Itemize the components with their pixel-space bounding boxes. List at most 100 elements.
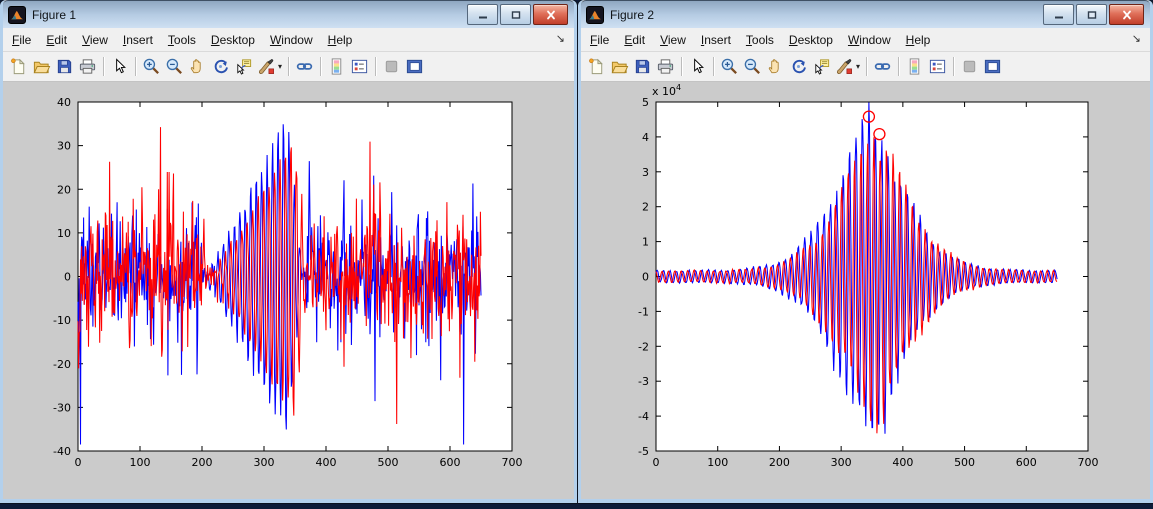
- toolbar-separator: [135, 57, 136, 76]
- y-tick-label: -1: [638, 305, 649, 318]
- y-tick-label: 2: [642, 201, 649, 214]
- new-figure-button[interactable]: [7, 55, 30, 78]
- y-tick-label: 3: [642, 166, 649, 179]
- rotate-3d-button[interactable]: [209, 55, 232, 78]
- menu-file[interactable]: File: [590, 33, 609, 47]
- insert-colorbar-button[interactable]: [903, 55, 926, 78]
- y-tick-label: -4: [638, 410, 649, 423]
- titlebar[interactable]: Figure 2: [581, 0, 1150, 28]
- data-cursor-button[interactable]: [810, 55, 833, 78]
- save-figure-button[interactable]: [631, 55, 654, 78]
- toolbar-separator: [681, 57, 682, 76]
- brush-dropdown-caret-icon[interactable]: ▾: [854, 62, 862, 71]
- matlab-icon: [586, 6, 604, 24]
- y-tick-label: -2: [638, 340, 649, 353]
- minimize-button[interactable]: [467, 4, 498, 25]
- toolbar-separator: [320, 57, 321, 76]
- y-tick-label: -20: [53, 358, 71, 371]
- brush-button[interactable]: [833, 55, 856, 78]
- link-plots-button[interactable]: [871, 55, 894, 78]
- rotate-3d-button[interactable]: [787, 55, 810, 78]
- figure-window-2: Figure 2 File Edit View Insert Tools Desktop W…: [578, 0, 1153, 503]
- arrow-cursor-button[interactable]: [686, 55, 709, 78]
- plot-axes[interactable]: 0100200300400500600700-5-4-3-2-1012345x …: [581, 82, 1150, 499]
- print-figure-button[interactable]: [654, 55, 677, 78]
- menu-bar: File Edit View Insert Tools Desktop Window Help…: [3, 28, 574, 52]
- menu-desktop[interactable]: Desktop: [211, 33, 255, 47]
- menu-edit[interactable]: Edit: [46, 33, 67, 47]
- close-button[interactable]: [1109, 4, 1144, 25]
- x-tick-label: 500: [378, 456, 399, 469]
- brush-dropdown-caret-icon[interactable]: ▾: [276, 62, 284, 71]
- menu-desktop[interactable]: Desktop: [789, 33, 833, 47]
- menu-tools[interactable]: Tools: [168, 33, 196, 47]
- plot-axes[interactable]: 0100200300400500600700-40-30-20-10010203…: [3, 82, 574, 499]
- arrow-cursor-button[interactable]: [108, 55, 131, 78]
- x-tick-label: 400: [892, 456, 913, 469]
- x-tick-label: 100: [130, 456, 151, 469]
- menu-window[interactable]: Window: [270, 33, 313, 47]
- toolbar-separator: [898, 57, 899, 76]
- dock-figure-arrow-icon[interactable]: ↘: [1132, 32, 1141, 45]
- menu-view[interactable]: View: [660, 33, 686, 47]
- figure-canvas[interactable]: 0100200300400500600700-40-30-20-10010203…: [3, 82, 574, 499]
- show-plot-tools-button[interactable]: [981, 55, 1004, 78]
- menu-insert[interactable]: Insert: [123, 33, 153, 47]
- y-tick-label: 0: [642, 271, 649, 284]
- insert-colorbar-button[interactable]: [325, 55, 348, 78]
- hide-plot-tools-button: [380, 55, 403, 78]
- y-tick-label: 1: [642, 236, 649, 249]
- toolbar-separator: [713, 57, 714, 76]
- insert-legend-button[interactable]: [926, 55, 949, 78]
- toolbar: ▾: [3, 52, 574, 82]
- menu-insert[interactable]: Insert: [701, 33, 731, 47]
- menu-help[interactable]: Help: [328, 33, 353, 47]
- y-tick-label: 40: [57, 96, 71, 109]
- matlab-icon: [8, 6, 26, 24]
- zoom-out-button[interactable]: [741, 55, 764, 78]
- menu-view[interactable]: View: [82, 33, 108, 47]
- y-tick-label: 10: [57, 227, 71, 240]
- menu-help[interactable]: Help: [906, 33, 931, 47]
- close-button[interactable]: [533, 4, 568, 25]
- y-tick-label: -3: [638, 375, 649, 388]
- pan-hand-button[interactable]: [186, 55, 209, 78]
- toolbar-separator: [866, 57, 867, 76]
- zoom-out-button[interactable]: [163, 55, 186, 78]
- show-plot-tools-button[interactable]: [403, 55, 426, 78]
- restore-button[interactable]: [500, 4, 531, 25]
- menu-tools[interactable]: Tools: [746, 33, 774, 47]
- zoom-in-button[interactable]: [718, 55, 741, 78]
- figure-canvas[interactable]: 0100200300400500600700-5-4-3-2-1012345x …: [581, 82, 1150, 499]
- toolbar: ▾: [581, 52, 1150, 82]
- x-tick-label: 0: [653, 456, 660, 469]
- minimize-button[interactable]: [1043, 4, 1074, 25]
- figure-window-1: Figure 1 File Edit View Insert Tools Desktop W…: [0, 0, 577, 503]
- new-figure-button[interactable]: [585, 55, 608, 78]
- insert-legend-button[interactable]: [348, 55, 371, 78]
- brush-button[interactable]: [255, 55, 278, 78]
- print-figure-button[interactable]: [76, 55, 99, 78]
- menu-window[interactable]: Window: [848, 33, 891, 47]
- open-file-button[interactable]: [608, 55, 631, 78]
- menu-edit[interactable]: Edit: [624, 33, 645, 47]
- x-tick-label: 0: [75, 456, 82, 469]
- toolbar-separator: [103, 57, 104, 76]
- data-cursor-button[interactable]: [232, 55, 255, 78]
- restore-button[interactable]: [1076, 4, 1107, 25]
- open-file-button[interactable]: [30, 55, 53, 78]
- pan-hand-button[interactable]: [764, 55, 787, 78]
- titlebar[interactable]: Figure 1: [3, 0, 574, 28]
- window-title: Figure 1: [32, 8, 76, 22]
- link-plots-button[interactable]: [293, 55, 316, 78]
- x-tick-label: 600: [440, 456, 461, 469]
- dock-figure-arrow-icon[interactable]: ↘: [556, 32, 565, 45]
- x-tick-label: 500: [954, 456, 975, 469]
- zoom-in-button[interactable]: [140, 55, 163, 78]
- y-tick-label: 5: [642, 96, 649, 109]
- save-figure-button[interactable]: [53, 55, 76, 78]
- y-tick-label: 20: [57, 183, 71, 196]
- y-tick-label: 30: [57, 140, 71, 153]
- y-tick-label: 0: [64, 271, 71, 284]
- menu-file[interactable]: File: [12, 33, 31, 47]
